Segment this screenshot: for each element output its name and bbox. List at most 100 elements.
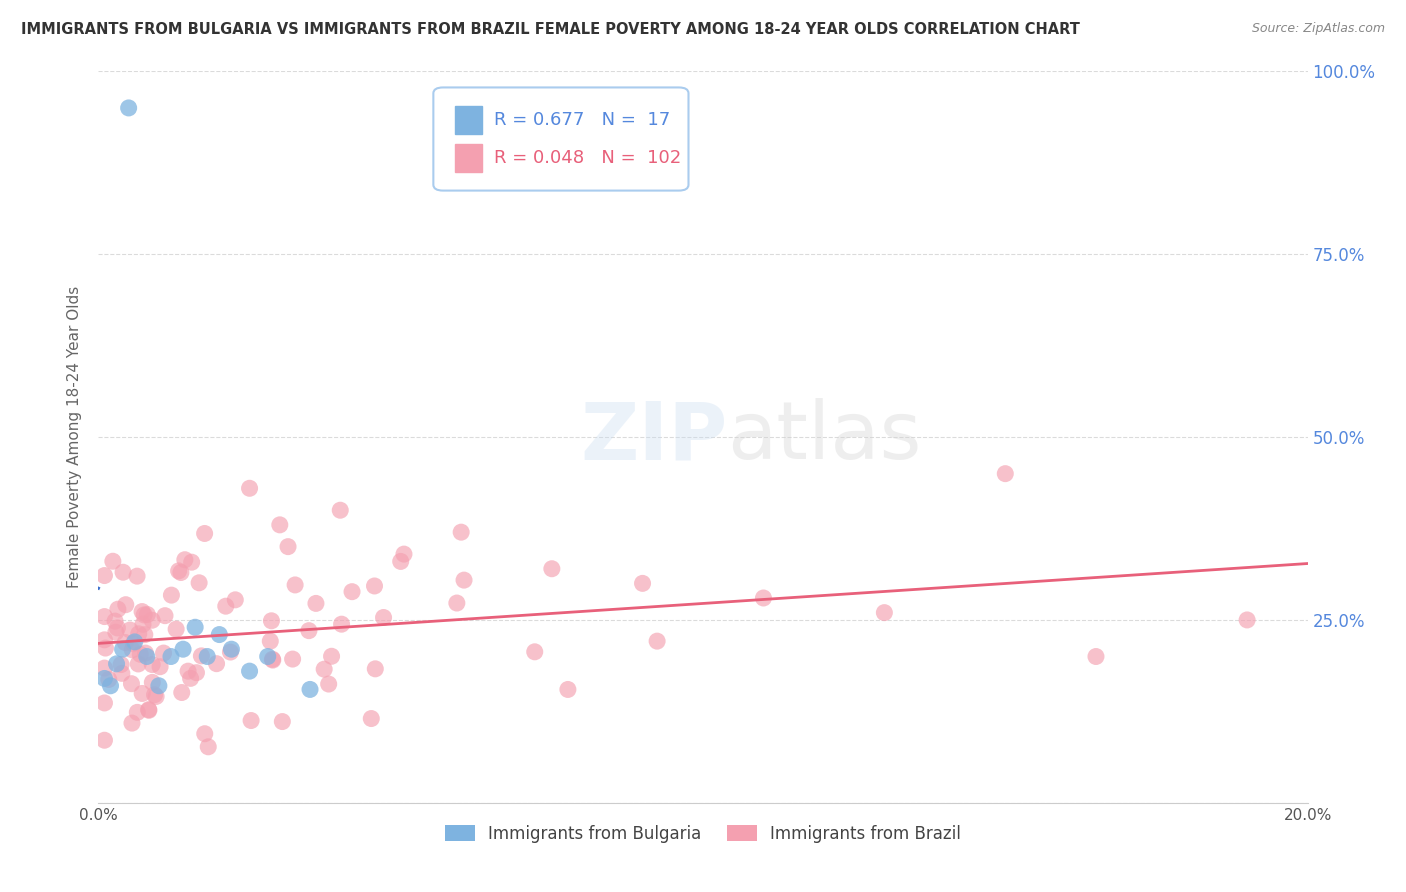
Point: [259, 634, 281, 648]
Point: [631, 576, 654, 591]
Point: [262, 653, 284, 667]
Point: [340, 584, 363, 599]
Point: [138, 703, 160, 717]
Text: Source: ZipAtlas.com: Source: ZipAtlas.com: [1251, 22, 1385, 36]
Point: [197, 739, 219, 754]
Point: [138, 703, 160, 717]
Point: [540, 562, 562, 576]
Point: [260, 614, 283, 628]
Point: [523, 645, 546, 659]
Point: [281, 652, 304, 666]
Point: [118, 623, 141, 637]
Point: [118, 101, 141, 115]
Point: [148, 679, 170, 693]
Point: [121, 643, 143, 657]
Point: [186, 665, 208, 680]
Point: [329, 503, 352, 517]
Text: R = 0.677   N =  17: R = 0.677 N = 17: [494, 111, 671, 128]
Point: [132, 617, 155, 632]
Point: [170, 566, 193, 580]
Point: [221, 642, 243, 657]
Point: [149, 659, 172, 673]
Point: [93, 696, 115, 710]
Point: [107, 621, 129, 635]
Point: [177, 664, 200, 678]
Point: [170, 685, 193, 699]
Point: [104, 614, 127, 628]
Point: [180, 671, 202, 685]
Point: [240, 714, 263, 728]
Point: [271, 714, 294, 729]
Point: [111, 642, 134, 657]
Point: [153, 608, 176, 623]
Point: [114, 635, 136, 649]
Point: [299, 682, 322, 697]
Point: [165, 622, 187, 636]
Point: [104, 625, 127, 640]
Point: [239, 481, 262, 495]
Point: [134, 646, 156, 660]
Legend: Immigrants from Bulgaria, Immigrants from Brazil: Immigrants from Bulgaria, Immigrants fro…: [439, 818, 967, 849]
Point: [93, 733, 115, 747]
Point: [994, 467, 1017, 481]
Point: [172, 642, 194, 657]
Point: [122, 637, 145, 651]
Point: [100, 679, 122, 693]
Point: [97, 673, 120, 687]
Point: [450, 525, 472, 540]
Point: [194, 526, 217, 541]
Point: [190, 648, 212, 663]
Point: [256, 649, 278, 664]
Point: [131, 605, 153, 619]
Point: [124, 635, 146, 649]
Point: [215, 599, 238, 614]
Point: [131, 686, 153, 700]
Point: [141, 657, 163, 672]
Point: [128, 627, 150, 641]
Point: [298, 624, 321, 638]
Point: [141, 675, 163, 690]
Point: [318, 677, 340, 691]
Point: [107, 602, 129, 616]
Point: [134, 628, 156, 642]
Point: [94, 641, 117, 656]
Point: [195, 649, 218, 664]
Point: [152, 646, 174, 660]
Point: [180, 555, 202, 569]
Point: [208, 627, 231, 641]
Text: ZIP: ZIP: [579, 398, 727, 476]
Point: [645, 634, 668, 648]
Point: [135, 649, 157, 664]
Point: [136, 607, 159, 622]
Point: [112, 566, 135, 580]
Point: [141, 613, 163, 627]
Point: [143, 688, 166, 702]
Point: [321, 649, 343, 664]
Point: [93, 632, 115, 647]
Point: [269, 517, 291, 532]
Point: [284, 578, 307, 592]
Point: [134, 607, 156, 622]
Point: [453, 573, 475, 587]
Text: R = 0.048   N =  102: R = 0.048 N = 102: [494, 149, 681, 167]
Point: [184, 620, 207, 634]
Point: [239, 664, 262, 678]
Point: [129, 648, 152, 662]
FancyBboxPatch shape: [433, 87, 689, 191]
Bar: [456, 106, 482, 134]
Point: [188, 575, 211, 590]
Point: [111, 666, 134, 681]
Point: [446, 596, 468, 610]
Point: [194, 727, 217, 741]
Point: [205, 657, 228, 671]
Point: [557, 682, 579, 697]
Point: [224, 592, 246, 607]
Point: [93, 672, 115, 686]
Point: [373, 610, 395, 624]
Point: [360, 712, 382, 726]
Point: [173, 552, 195, 566]
Point: [127, 706, 149, 720]
Point: [1085, 649, 1108, 664]
Point: [364, 662, 387, 676]
Point: [121, 716, 143, 731]
